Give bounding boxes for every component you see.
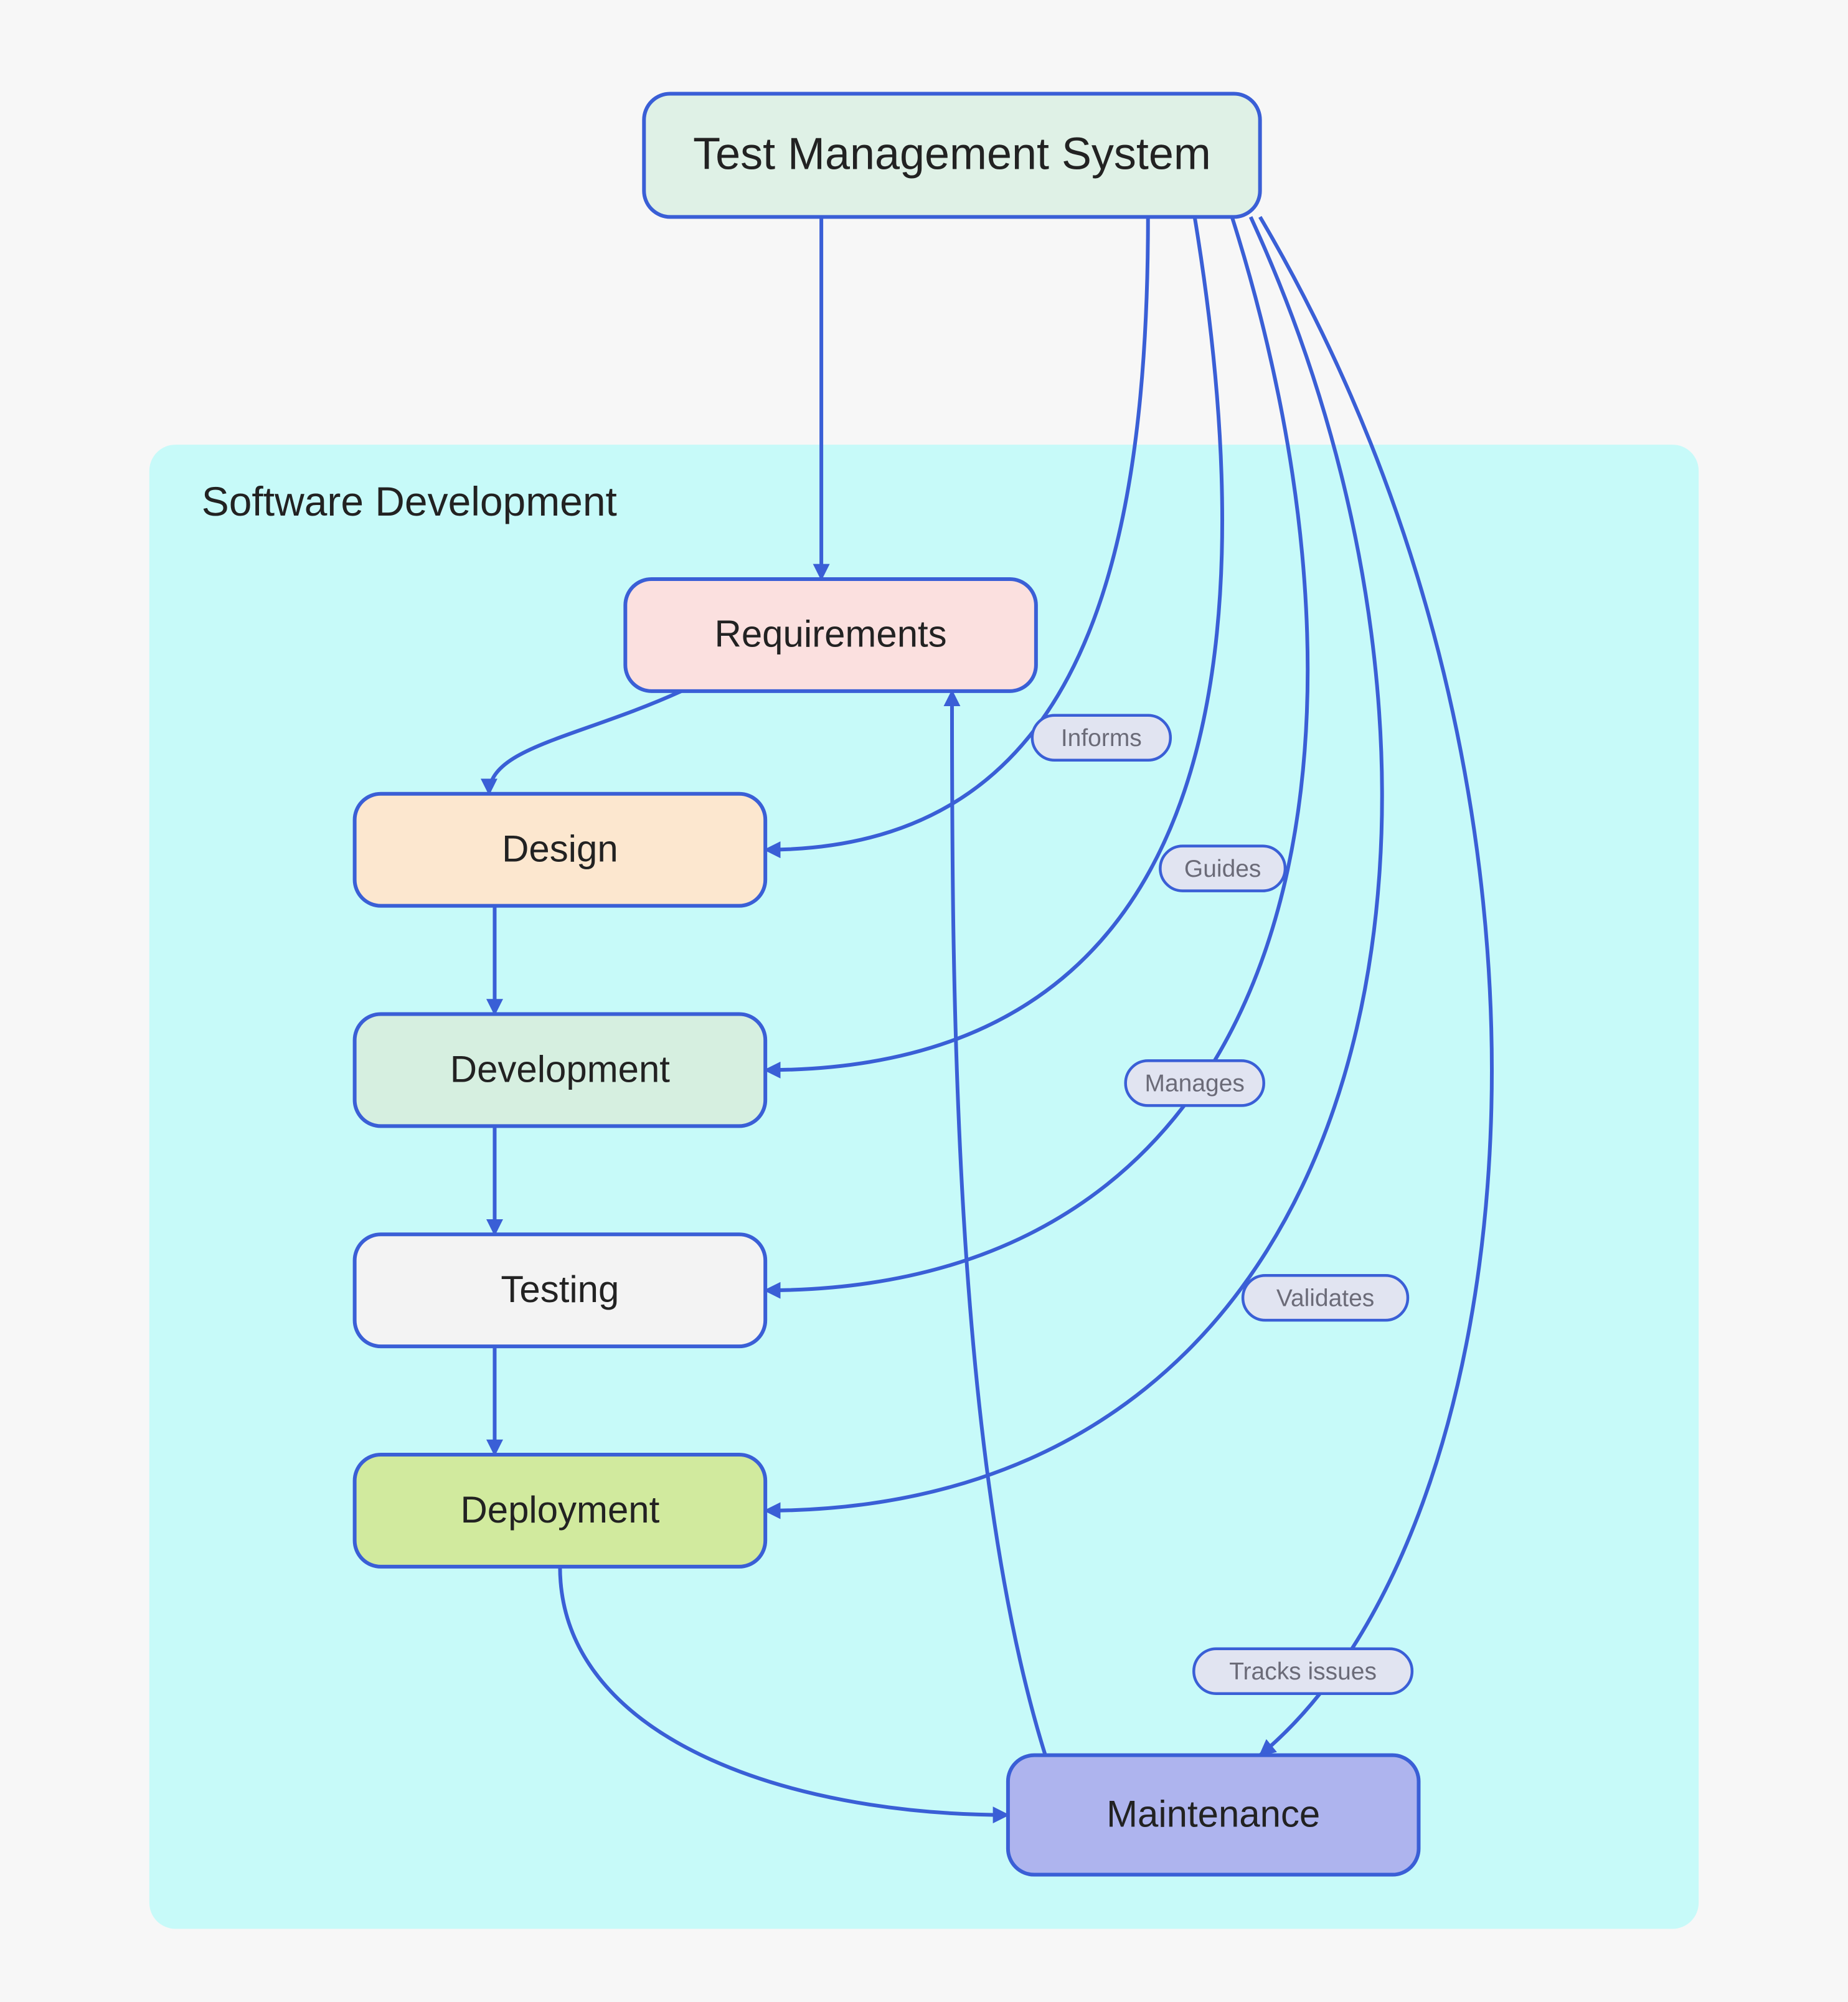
node-development: Development	[355, 1014, 766, 1126]
node-label-tms: Test Management System	[693, 129, 1211, 179]
node-requirements: Requirements	[625, 579, 1036, 691]
node-design: Design	[355, 794, 766, 906]
node-label-development: Development	[450, 1048, 671, 1090]
edge-label-text-tms-to-design: Informs	[1061, 725, 1142, 752]
edge-label-tms-to-deployment: Validates	[1243, 1275, 1408, 1320]
node-tms: Test Management System	[644, 93, 1260, 217]
edge-label-tms-to-maintenance: Tracks issues	[1194, 1649, 1412, 1694]
edge-label-text-tms-to-deployment: Validates	[1276, 1285, 1374, 1311]
edge-label-tms-to-testing: Manages	[1126, 1060, 1264, 1105]
node-label-testing: Testing	[501, 1268, 619, 1310]
edge-label-text-tms-to-maintenance: Tracks issues	[1229, 1658, 1377, 1685]
edge-label-text-tms-to-development: Guides	[1184, 856, 1261, 882]
edge-label-tms-to-development: Guides	[1160, 846, 1285, 891]
node-testing: Testing	[355, 1234, 766, 1346]
node-label-deployment: Deployment	[460, 1489, 659, 1531]
node-deployment: Deployment	[355, 1455, 766, 1567]
edge-label-tms-to-design: Informs	[1032, 715, 1171, 760]
node-label-design: Design	[502, 828, 618, 870]
node-label-maintenance: Maintenance	[1106, 1793, 1320, 1834]
edge-label-text-tms-to-testing: Manages	[1145, 1070, 1245, 1097]
node-label-requirements: Requirements	[715, 613, 947, 655]
flowchart-diagram: Software Development Test Management Syst…	[0, 0, 1848, 2002]
node-maintenance: Maintenance	[1008, 1755, 1419, 1875]
software-development-group-label: Software Development	[202, 478, 617, 524]
